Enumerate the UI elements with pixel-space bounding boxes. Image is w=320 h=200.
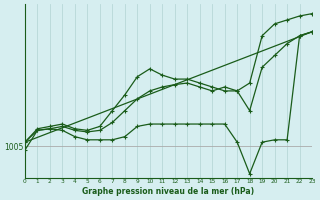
- X-axis label: Graphe pression niveau de la mer (hPa): Graphe pression niveau de la mer (hPa): [83, 187, 255, 196]
